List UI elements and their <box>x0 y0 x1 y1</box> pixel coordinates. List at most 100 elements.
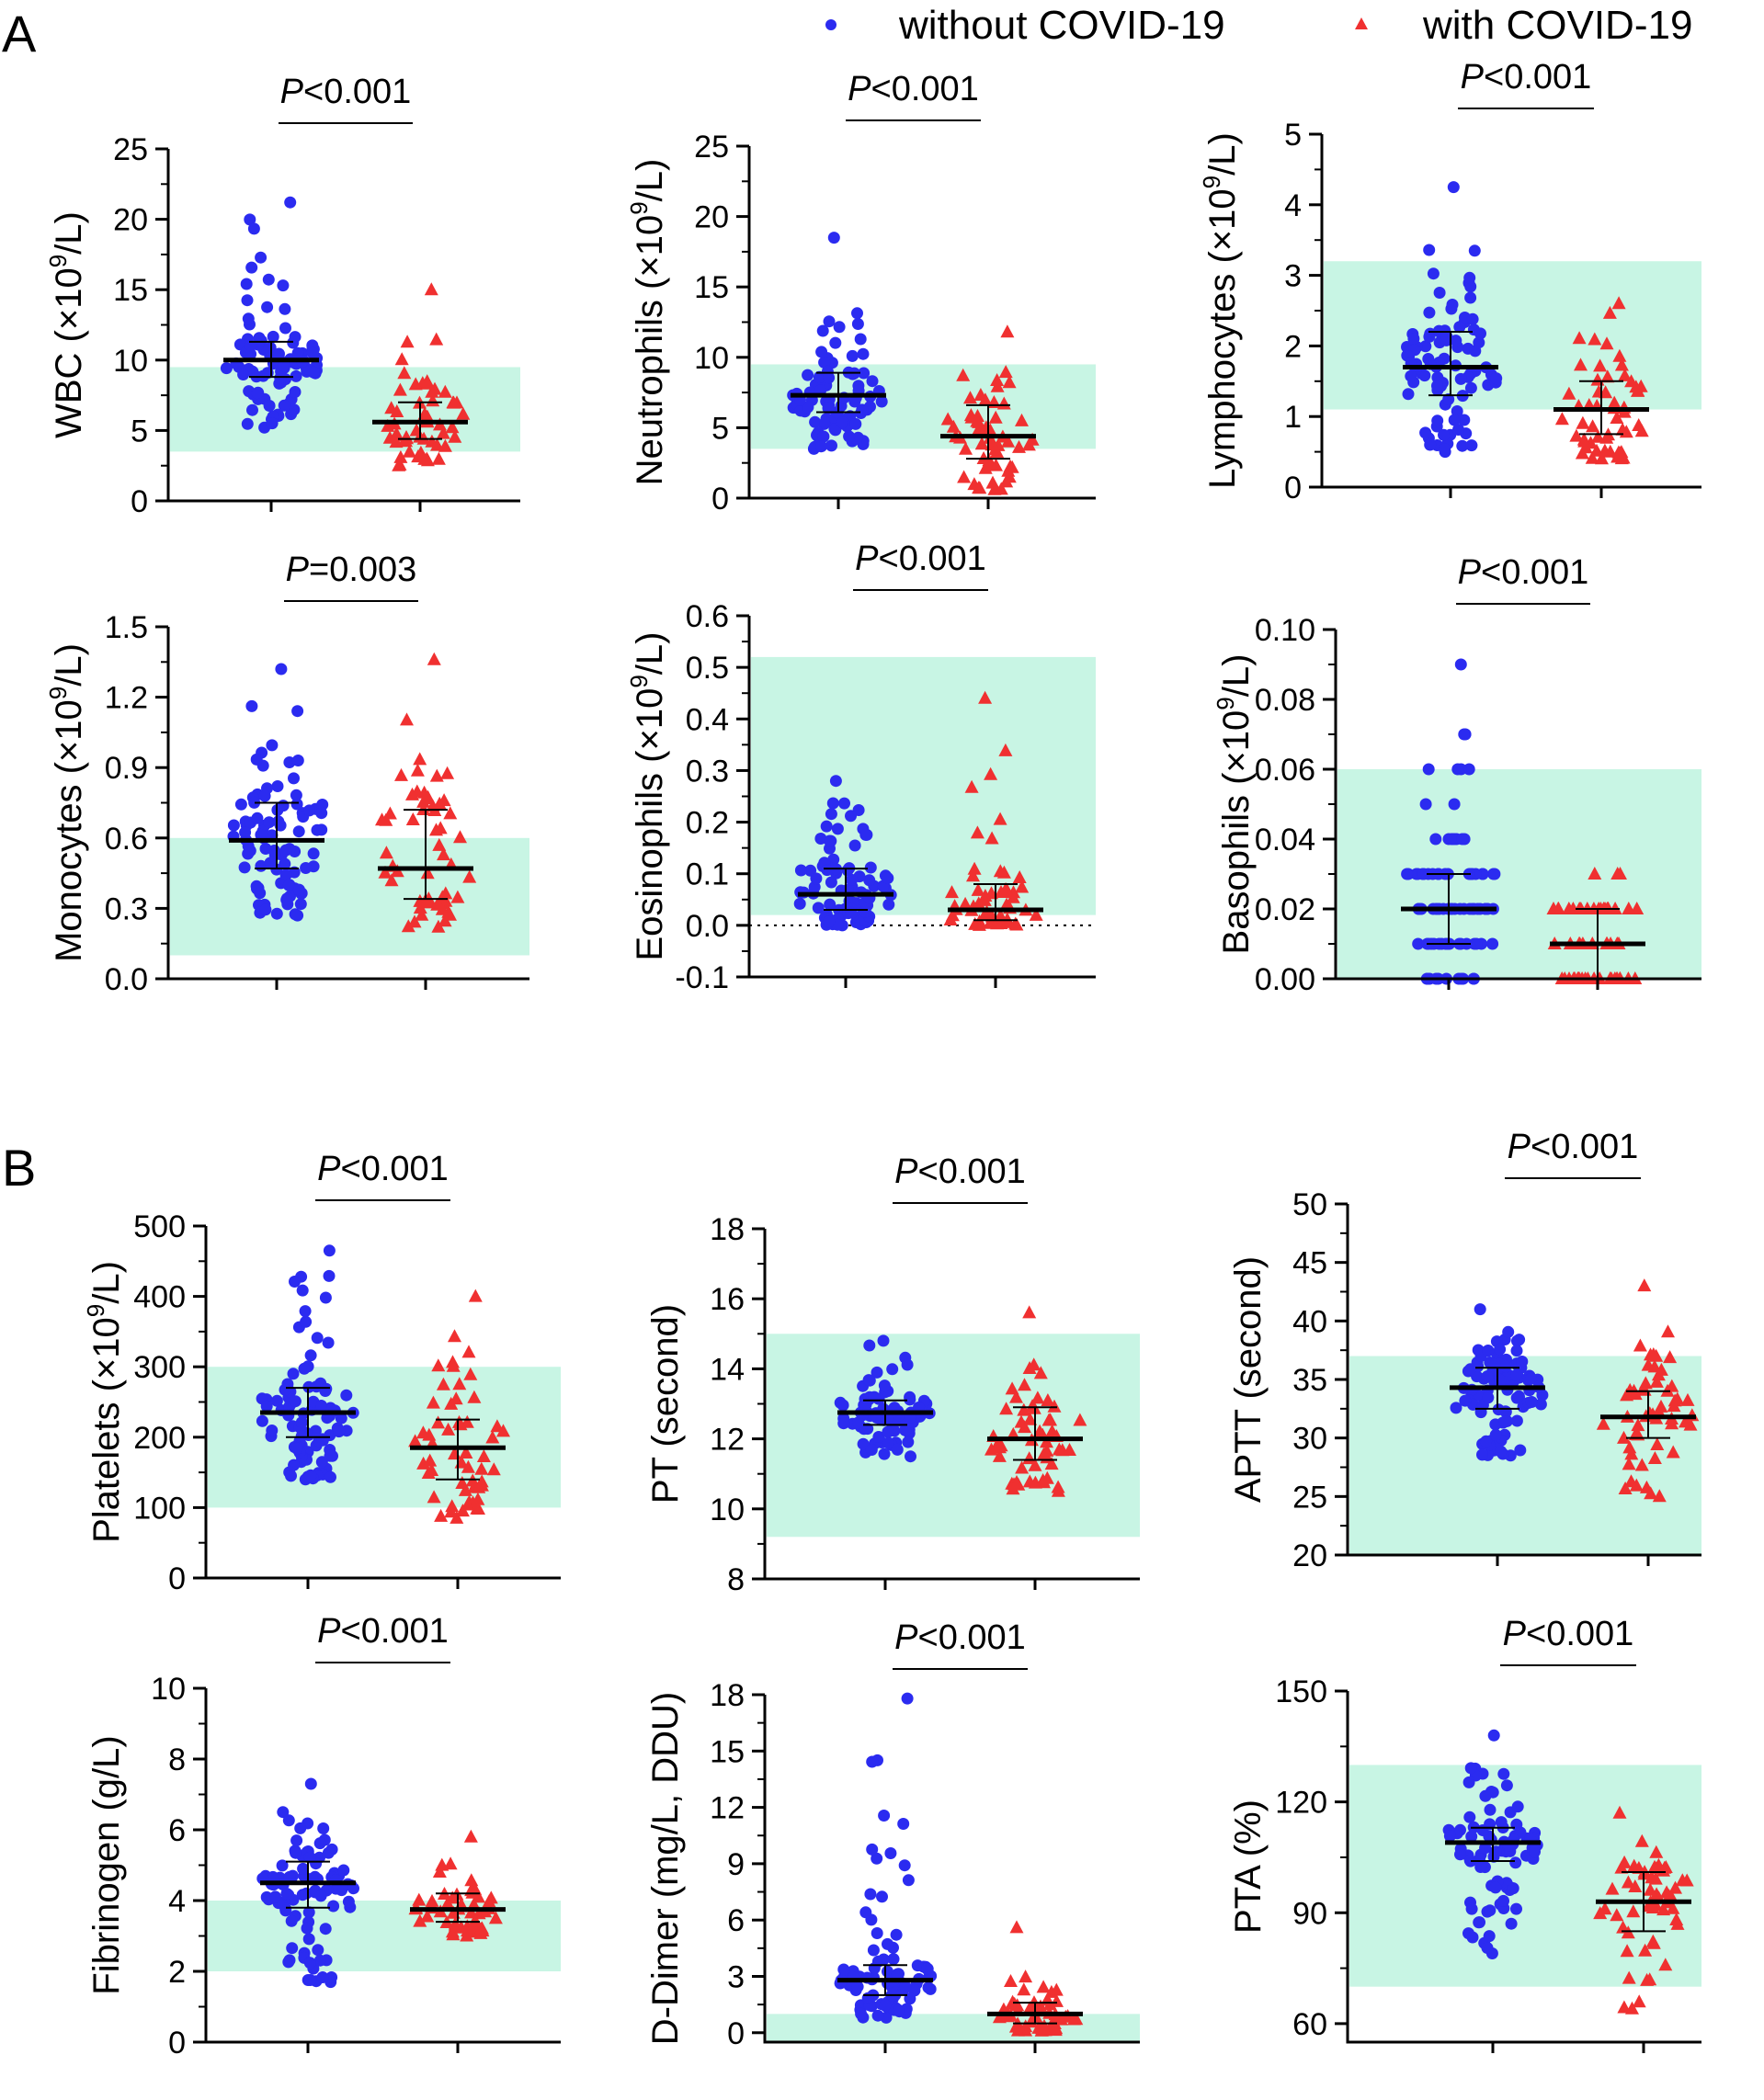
data-point-with-covid <box>1012 439 1026 453</box>
data-point-with-covid <box>1038 2022 1052 2036</box>
data-point-without-covid <box>285 1470 297 1482</box>
data-point-with-covid <box>1574 358 1588 371</box>
p-value-label: P=0.003 <box>286 551 417 589</box>
data-point-with-covid <box>1005 1381 1019 1395</box>
data-point-with-covid <box>463 1829 478 1843</box>
y-tick-label: 25 <box>694 130 729 165</box>
y-tick-label: 15 <box>694 270 729 305</box>
data-point-without-covid <box>859 905 871 918</box>
data-point-with-covid <box>1637 1278 1652 1292</box>
data-point-with-covid <box>1683 1417 1698 1431</box>
y-tick-label: 0 <box>711 482 729 516</box>
data-point-without-covid <box>289 386 302 398</box>
data-point-with-covid <box>438 914 452 927</box>
data-point-without-covid <box>863 1374 876 1387</box>
data-point-without-covid <box>279 844 292 857</box>
data-point-without-covid <box>1516 1356 1529 1368</box>
data-point-with-covid <box>429 768 444 782</box>
y-axis-label: Fibrinogen (g/L) <box>86 1735 127 1994</box>
data-point-with-covid <box>1015 880 1030 893</box>
data-point-without-covid <box>314 1890 327 1902</box>
data-point-with-covid <box>431 451 446 465</box>
data-point-with-covid <box>472 1480 486 1493</box>
chart-monocytes: 0.0 0.3 0.6 0.9 1.2 1.5 Monocytes (×109/L) P=0.… <box>44 551 529 997</box>
data-point-without-covid <box>244 213 256 226</box>
data-point-with-covid <box>1588 332 1602 346</box>
data-point-with-covid <box>381 418 395 432</box>
data-point-with-covid <box>389 426 404 440</box>
data-point-without-covid <box>1505 1917 1518 1930</box>
data-point-with-covid <box>1024 2015 1039 2028</box>
data-point-without-covid <box>902 1436 915 1448</box>
data-point-without-covid <box>1447 181 1460 194</box>
y-tick-label: 1 <box>1284 400 1302 435</box>
p-value-label: P<0.001 <box>894 1152 1026 1191</box>
y-tick-label: 50 <box>1292 1187 1327 1222</box>
data-point-without-covid <box>1448 414 1461 426</box>
data-point-with-covid <box>1018 1420 1032 1434</box>
data-point-without-covid <box>1479 1789 1492 1802</box>
data-point-with-covid <box>1002 375 1017 389</box>
data-point-without-covid <box>1474 1303 1486 1316</box>
data-point-without-covid <box>871 1927 883 1939</box>
data-point-without-covid <box>278 399 290 412</box>
data-point-with-covid <box>382 806 397 820</box>
data-point-without-covid <box>322 1846 335 1859</box>
data-point-without-covid <box>270 907 283 920</box>
data-point-without-covid <box>271 780 284 792</box>
data-point-without-covid <box>1481 1370 1494 1382</box>
data-point-with-covid <box>1638 1943 1653 1957</box>
data-point-without-covid <box>317 1822 330 1834</box>
data-point-with-covid <box>1006 890 1020 903</box>
data-point-without-covid <box>833 321 846 334</box>
data-point-with-covid <box>438 886 453 900</box>
data-point-without-covid <box>1510 1818 1523 1831</box>
data-point-without-covid <box>1473 336 1485 349</box>
data-point-without-covid <box>315 1456 328 1469</box>
data-point-without-covid <box>846 873 859 886</box>
data-point-with-covid <box>1048 2023 1063 2037</box>
data-point-without-covid <box>821 864 834 877</box>
data-point-with-covid <box>1622 1970 1636 1984</box>
data-point-without-covid <box>828 423 841 436</box>
data-point-with-covid <box>1040 1470 1054 1484</box>
p-value-label: P<0.001 <box>317 1612 449 1651</box>
data-point-without-covid <box>291 755 304 766</box>
data-point-without-covid <box>325 1971 338 1983</box>
data-point-without-covid <box>902 1874 915 1887</box>
chart-pt: 8 10 12 14 16 18 PT (second) P<0.001 <box>645 1152 1140 1597</box>
data-point-without-covid <box>864 861 877 874</box>
data-point-without-covid <box>302 1933 315 1946</box>
data-point-with-covid <box>1649 1845 1664 1858</box>
data-point-with-covid <box>1645 1901 1660 1913</box>
data-point-with-covid <box>1670 1391 1685 1405</box>
data-point-without-covid <box>878 1447 891 1460</box>
data-point-without-covid <box>1468 244 1481 257</box>
data-point-without-covid <box>1502 1325 1515 1338</box>
data-point-with-covid <box>427 652 441 665</box>
data-point-without-covid <box>826 797 839 810</box>
data-point-without-covid <box>333 1425 346 1438</box>
data-point-without-covid <box>1454 658 1467 671</box>
data-point-with-covid <box>436 1377 450 1391</box>
legend-label-with-covid: with COVID-19 <box>1422 3 1692 48</box>
y-tick-label: 3 <box>1284 259 1302 294</box>
chart-aptt: 20 25 30 35 40 45 50 APTT (second) P<0.001 <box>1228 1128 1701 1573</box>
y-tick-label: 100 <box>133 1491 186 1526</box>
data-point-without-covid <box>1463 1811 1476 1823</box>
data-point-with-covid <box>445 1890 460 1904</box>
data-point-with-covid <box>976 451 991 464</box>
data-point-with-covid <box>441 1422 456 1436</box>
data-point-without-covid <box>851 307 863 320</box>
data-point-with-covid <box>420 866 435 880</box>
data-point-without-covid <box>304 1469 317 1481</box>
chart-eosinophils: -0.1 0.0 0.1 0.2 0.3 0.4 0.5 0.6 Eosinophils (×1… <box>625 539 1096 995</box>
data-point-with-covid <box>1644 1347 1657 1361</box>
data-point-with-covid <box>400 712 414 726</box>
y-tick-label: 5 <box>131 414 148 448</box>
data-point-with-covid <box>946 419 961 433</box>
data-point-with-covid <box>1629 380 1644 393</box>
data-point-with-covid <box>1041 1393 1055 1406</box>
data-point-with-covid <box>1590 429 1605 443</box>
